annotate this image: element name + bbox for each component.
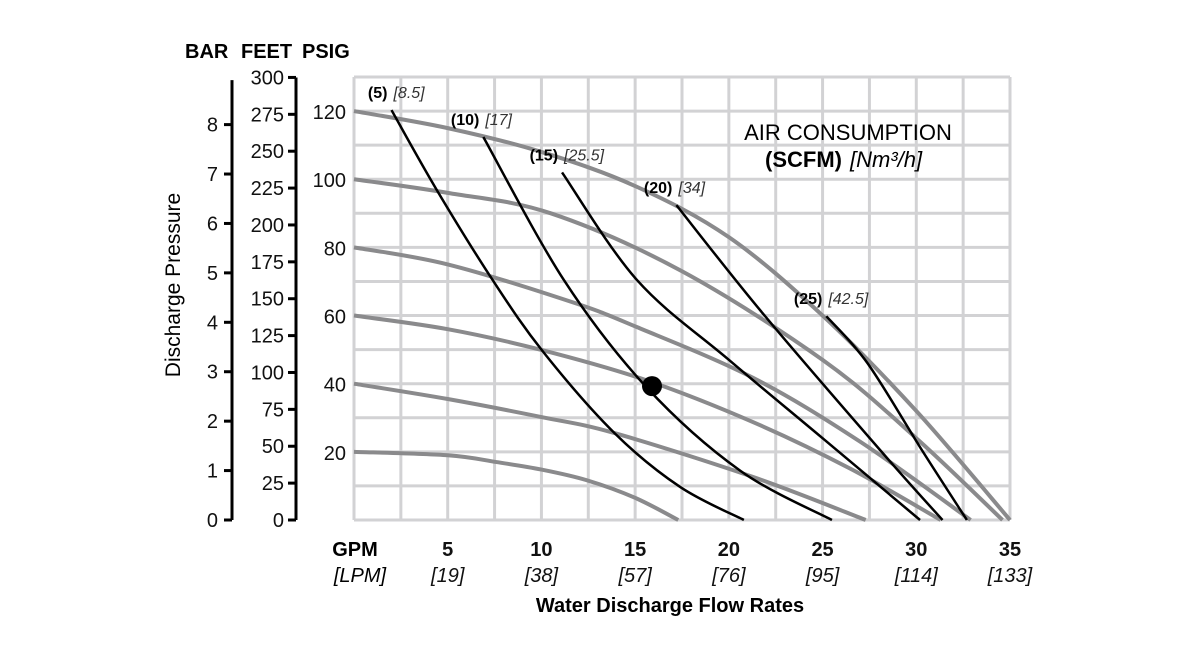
air-curve-label-alt: [25.5] [563, 147, 605, 164]
bar-tick-label: 3 [207, 362, 218, 384]
air-consumption-curve [675, 204, 944, 521]
air-curve-label: (10) [451, 112, 479, 129]
pressure-curve-20psig [353, 449, 680, 522]
x-tick-label: 30 [905, 539, 927, 561]
air-curve-label-alt: [17] [484, 112, 512, 129]
x-tick-label-lpm: [133] [987, 565, 1033, 587]
feet-tick-label: 225 [251, 178, 284, 200]
air-consumption-curve [390, 109, 745, 522]
bar-tick-label: 2 [207, 411, 218, 433]
feet-tick-label: 125 [251, 326, 284, 348]
feet-tick-label: 25 [262, 473, 284, 495]
air-curve-label: (25) [794, 291, 822, 308]
axes [224, 75, 298, 522]
psig-tick-label: 120 [313, 102, 346, 124]
feet-tick-label: 200 [251, 215, 284, 237]
bar-tick-label: 8 [207, 115, 218, 137]
feet-tick-label: 0 [273, 510, 284, 532]
air-curve-label-alt: [34] [677, 180, 705, 197]
operating-point-marker [642, 376, 663, 397]
feet-tick-label: 75 [262, 399, 284, 421]
x-tick-label-lpm: [38] [524, 565, 559, 587]
feet-tick-label: 150 [251, 289, 284, 311]
x-tick-label: 25 [811, 539, 833, 561]
x-tick-label: 15 [624, 539, 646, 561]
feet-tick-label: 275 [251, 104, 284, 126]
y-axis-title: Discharge Pressure [162, 193, 185, 377]
x-tick-label-lpm: [57] [617, 565, 652, 587]
feet-tick-label: 50 [262, 436, 284, 458]
psig-axis-header: PSIG [302, 41, 350, 63]
legend-unit-nm3h: [Nm³/h] [849, 147, 923, 172]
psig-tick-label: 100 [313, 170, 346, 192]
psig-tick-label: 20 [324, 443, 346, 465]
legend-title: AIR CONSUMPTION [744, 120, 952, 145]
psig-tick-label: 80 [324, 238, 346, 260]
x-unit-gpm: GPM [332, 539, 378, 561]
bar-tick-label: 0 [207, 510, 218, 532]
feet-tick-label: 300 [251, 67, 284, 89]
feet-tick-label: 100 [251, 362, 284, 384]
bar-tick-label: 7 [207, 164, 218, 186]
bar-tick-label: 6 [207, 213, 218, 235]
curves [353, 109, 1012, 522]
x-tick-label: 10 [530, 539, 552, 561]
feet-tick-label: 250 [251, 141, 284, 163]
x-axis-title: Water Discharge Flow Rates [536, 595, 804, 617]
x-tick-label-lpm: [95] [805, 565, 840, 587]
feet-axis-header: FEET [241, 41, 292, 63]
pressure-curve-120psig [353, 109, 1012, 522]
air-consumption-curve [561, 171, 921, 521]
bar-axis-header: BAR [185, 41, 229, 63]
air-curve-label: (15) [530, 147, 558, 164]
x-tick-label: 20 [718, 539, 740, 561]
pressure-curve-100psig [353, 177, 1004, 522]
air-curve-label: (20) [644, 180, 672, 197]
x-tick-label: 5 [442, 539, 453, 561]
psig-tick-label: 40 [324, 375, 346, 397]
air-curve-label-alt: [42.5] [827, 291, 869, 308]
pressure-curve-40psig [353, 381, 867, 522]
pressure-curve-80psig [353, 245, 972, 522]
x-tick-label-lpm: [114] [894, 565, 938, 587]
labels: 2040608010012002550751001251501752002252… [207, 67, 1033, 587]
air-curve-label: (5) [368, 85, 388, 102]
x-tick-label: 35 [999, 539, 1021, 561]
bar-tick-label: 1 [207, 461, 218, 483]
psig-tick-label: 60 [324, 307, 346, 329]
air-curve-label-alt: [8.5] [392, 85, 425, 102]
bar-tick-label: 4 [207, 312, 218, 334]
x-tick-label-lpm: [19] [430, 565, 465, 587]
bar-tick-label: 5 [207, 263, 218, 285]
x-unit-lpm: [LPM] [333, 565, 387, 587]
air-consumption-curve [825, 315, 968, 521]
x-tick-label-lpm: [76] [711, 565, 746, 587]
feet-tick-label: 175 [251, 252, 284, 274]
legend-unit-scfm: (SCFM) [765, 147, 842, 172]
